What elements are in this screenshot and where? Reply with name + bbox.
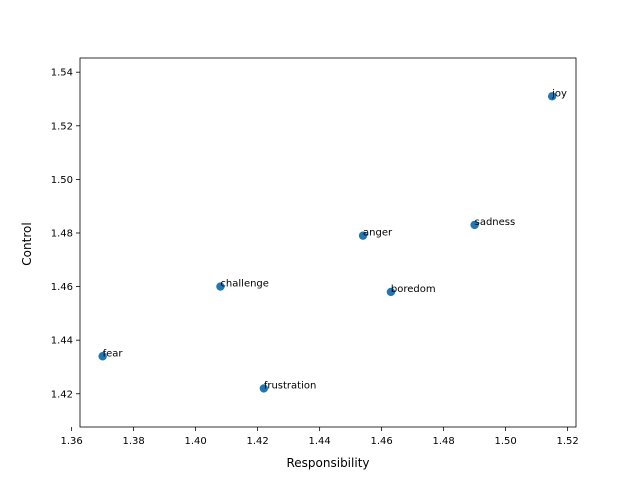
plot-area (79, 57, 577, 428)
x-axis-label: Responsibility (286, 456, 369, 470)
x-tick-label: 1.38 (122, 436, 144, 447)
y-tick-label: 1.50 (51, 175, 73, 186)
y-tick-label: 1.44 (51, 336, 73, 347)
plot-frame (79, 57, 577, 428)
x-tick-label: 1.36 (60, 436, 82, 447)
point-labels-layer: joy sadness anger challenge boredom fear frust… (103, 88, 567, 391)
y-tick-label: 1.46 (51, 282, 73, 293)
x-tick-label: 1.46 (370, 436, 392, 447)
x-tick-label: 1.40 (184, 436, 206, 447)
data-point-fear (98, 352, 107, 361)
x-tick-label: 1.48 (432, 436, 454, 447)
x-tick-label: 1.52 (556, 436, 578, 447)
data-label-anger: anger (363, 228, 393, 239)
data-point-sadness (470, 220, 479, 230)
x-tick-label: 1.44 (308, 436, 330, 447)
x-tick-label: 1.50 (494, 436, 516, 447)
data-label-frustration: frustration (264, 380, 317, 391)
y-axis-label: Control (20, 222, 34, 265)
y-tick-label: 1.48 (51, 228, 73, 239)
data-point-challenge (216, 282, 225, 291)
y-axis: 1.42 1.44 1.46 1.48 1.50 1.52 1.54 (51, 68, 80, 400)
data-label-boredom: boredom (391, 284, 436, 295)
data-label-fear: fear (103, 348, 124, 359)
data-point-boredom (386, 287, 396, 297)
data-point-anger (358, 231, 368, 240)
data-point-frustration (259, 384, 269, 393)
data-point-joy (547, 92, 557, 101)
points-layer (98, 92, 557, 393)
y-tick-label: 1.42 (51, 389, 73, 400)
x-tick-label: 1.42 (246, 436, 268, 447)
data-label-joy: joy (551, 88, 567, 99)
y-tick-label: 1.52 (51, 121, 73, 132)
x-axis: 1.36 1.38 1.40 1.42 1.44 1.46 1.48 1.50 1.52 (60, 427, 579, 447)
y-tick-label: 1.54 (51, 68, 73, 79)
data-label-sadness: sadness (475, 217, 516, 228)
data-label-challenge: challenge (220, 279, 269, 290)
